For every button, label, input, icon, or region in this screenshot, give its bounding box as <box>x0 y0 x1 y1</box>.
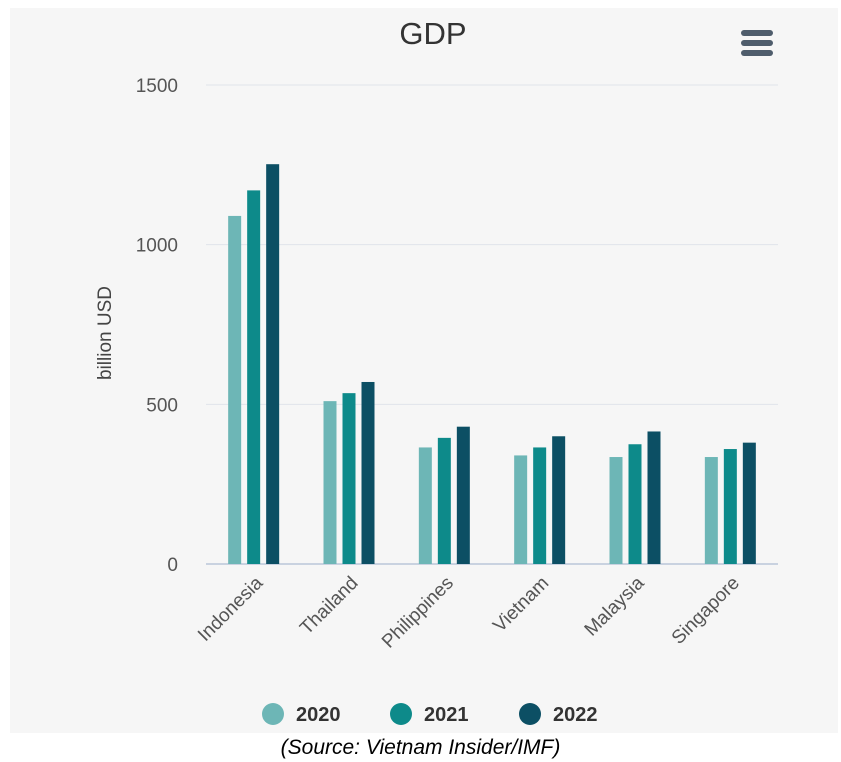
x-tick-label: Indonesia <box>194 572 267 645</box>
bar-philippines-2021 <box>437 437 451 564</box>
gridlines <box>206 84 778 565</box>
legend-marker <box>262 703 284 725</box>
x-tick-label: Malaysia <box>581 572 649 640</box>
y-tick-label: 0 <box>167 555 178 576</box>
legend-label: 2021 <box>424 704 469 726</box>
legend-marker <box>519 703 541 725</box>
chart-title: GDP <box>399 16 466 51</box>
bar-philippines-2020 <box>418 447 432 564</box>
y-axis-ticks: 0 500 1000 1500 <box>136 76 178 576</box>
bar-thailand-2021 <box>342 393 356 564</box>
x-tick-label: Singapore <box>668 573 744 649</box>
y-tick-label: 1500 <box>136 76 178 97</box>
chart-card: GDP 0 500 1000 1500 billion USD Indonesia Th… <box>10 8 838 733</box>
gdp-bar-chart: GDP 0 500 1000 1500 billion USD Indonesia Th… <box>95 16 778 726</box>
bar-vietnam-2020 <box>514 455 528 564</box>
x-tick-label: Thailand <box>296 573 362 639</box>
chart-menu-button[interactable] <box>739 28 775 58</box>
y-axis-label: billion USD <box>95 286 116 380</box>
bar-indonesia-2021 <box>247 190 261 564</box>
legend-label: 2020 <box>296 704 341 726</box>
bar-vietnam-2021 <box>533 447 547 564</box>
legend-item-2020[interactable]: 2020 <box>262 703 341 726</box>
bar-thailand-2020 <box>323 401 337 564</box>
legend[interactable]: 2020 2021 2022 <box>262 703 598 726</box>
bar-indonesia-2022 <box>266 164 280 564</box>
legend-item-2021[interactable]: 2021 <box>390 703 469 726</box>
bar-malaysia-2021 <box>628 444 642 564</box>
bar-malaysia-2020 <box>609 457 623 564</box>
legend-label: 2022 <box>553 704 598 726</box>
x-tick-label: Vietnam <box>489 573 553 637</box>
legend-item-2022[interactable]: 2022 <box>519 703 598 726</box>
bar-philippines-2022 <box>456 426 470 564</box>
bar-thailand-2022 <box>361 381 375 564</box>
y-tick-label: 1000 <box>136 236 178 257</box>
legend-marker <box>390 703 412 725</box>
bar-vietnam-2022 <box>552 436 566 564</box>
bar-singapore-2021 <box>723 449 737 564</box>
bars <box>228 164 756 564</box>
x-tick-label: Philippines <box>378 573 458 653</box>
source-caption: (Source: Vietnam Insider/IMF) <box>280 736 561 759</box>
bar-singapore-2022 <box>742 442 756 564</box>
y-tick-label: 500 <box>146 395 178 416</box>
bar-singapore-2020 <box>704 457 718 564</box>
bar-malaysia-2022 <box>647 431 661 564</box>
x-axis-ticks: Indonesia Thailand Philippines Vietnam Malay… <box>194 572 744 652</box>
bar-indonesia-2020 <box>228 215 242 564</box>
